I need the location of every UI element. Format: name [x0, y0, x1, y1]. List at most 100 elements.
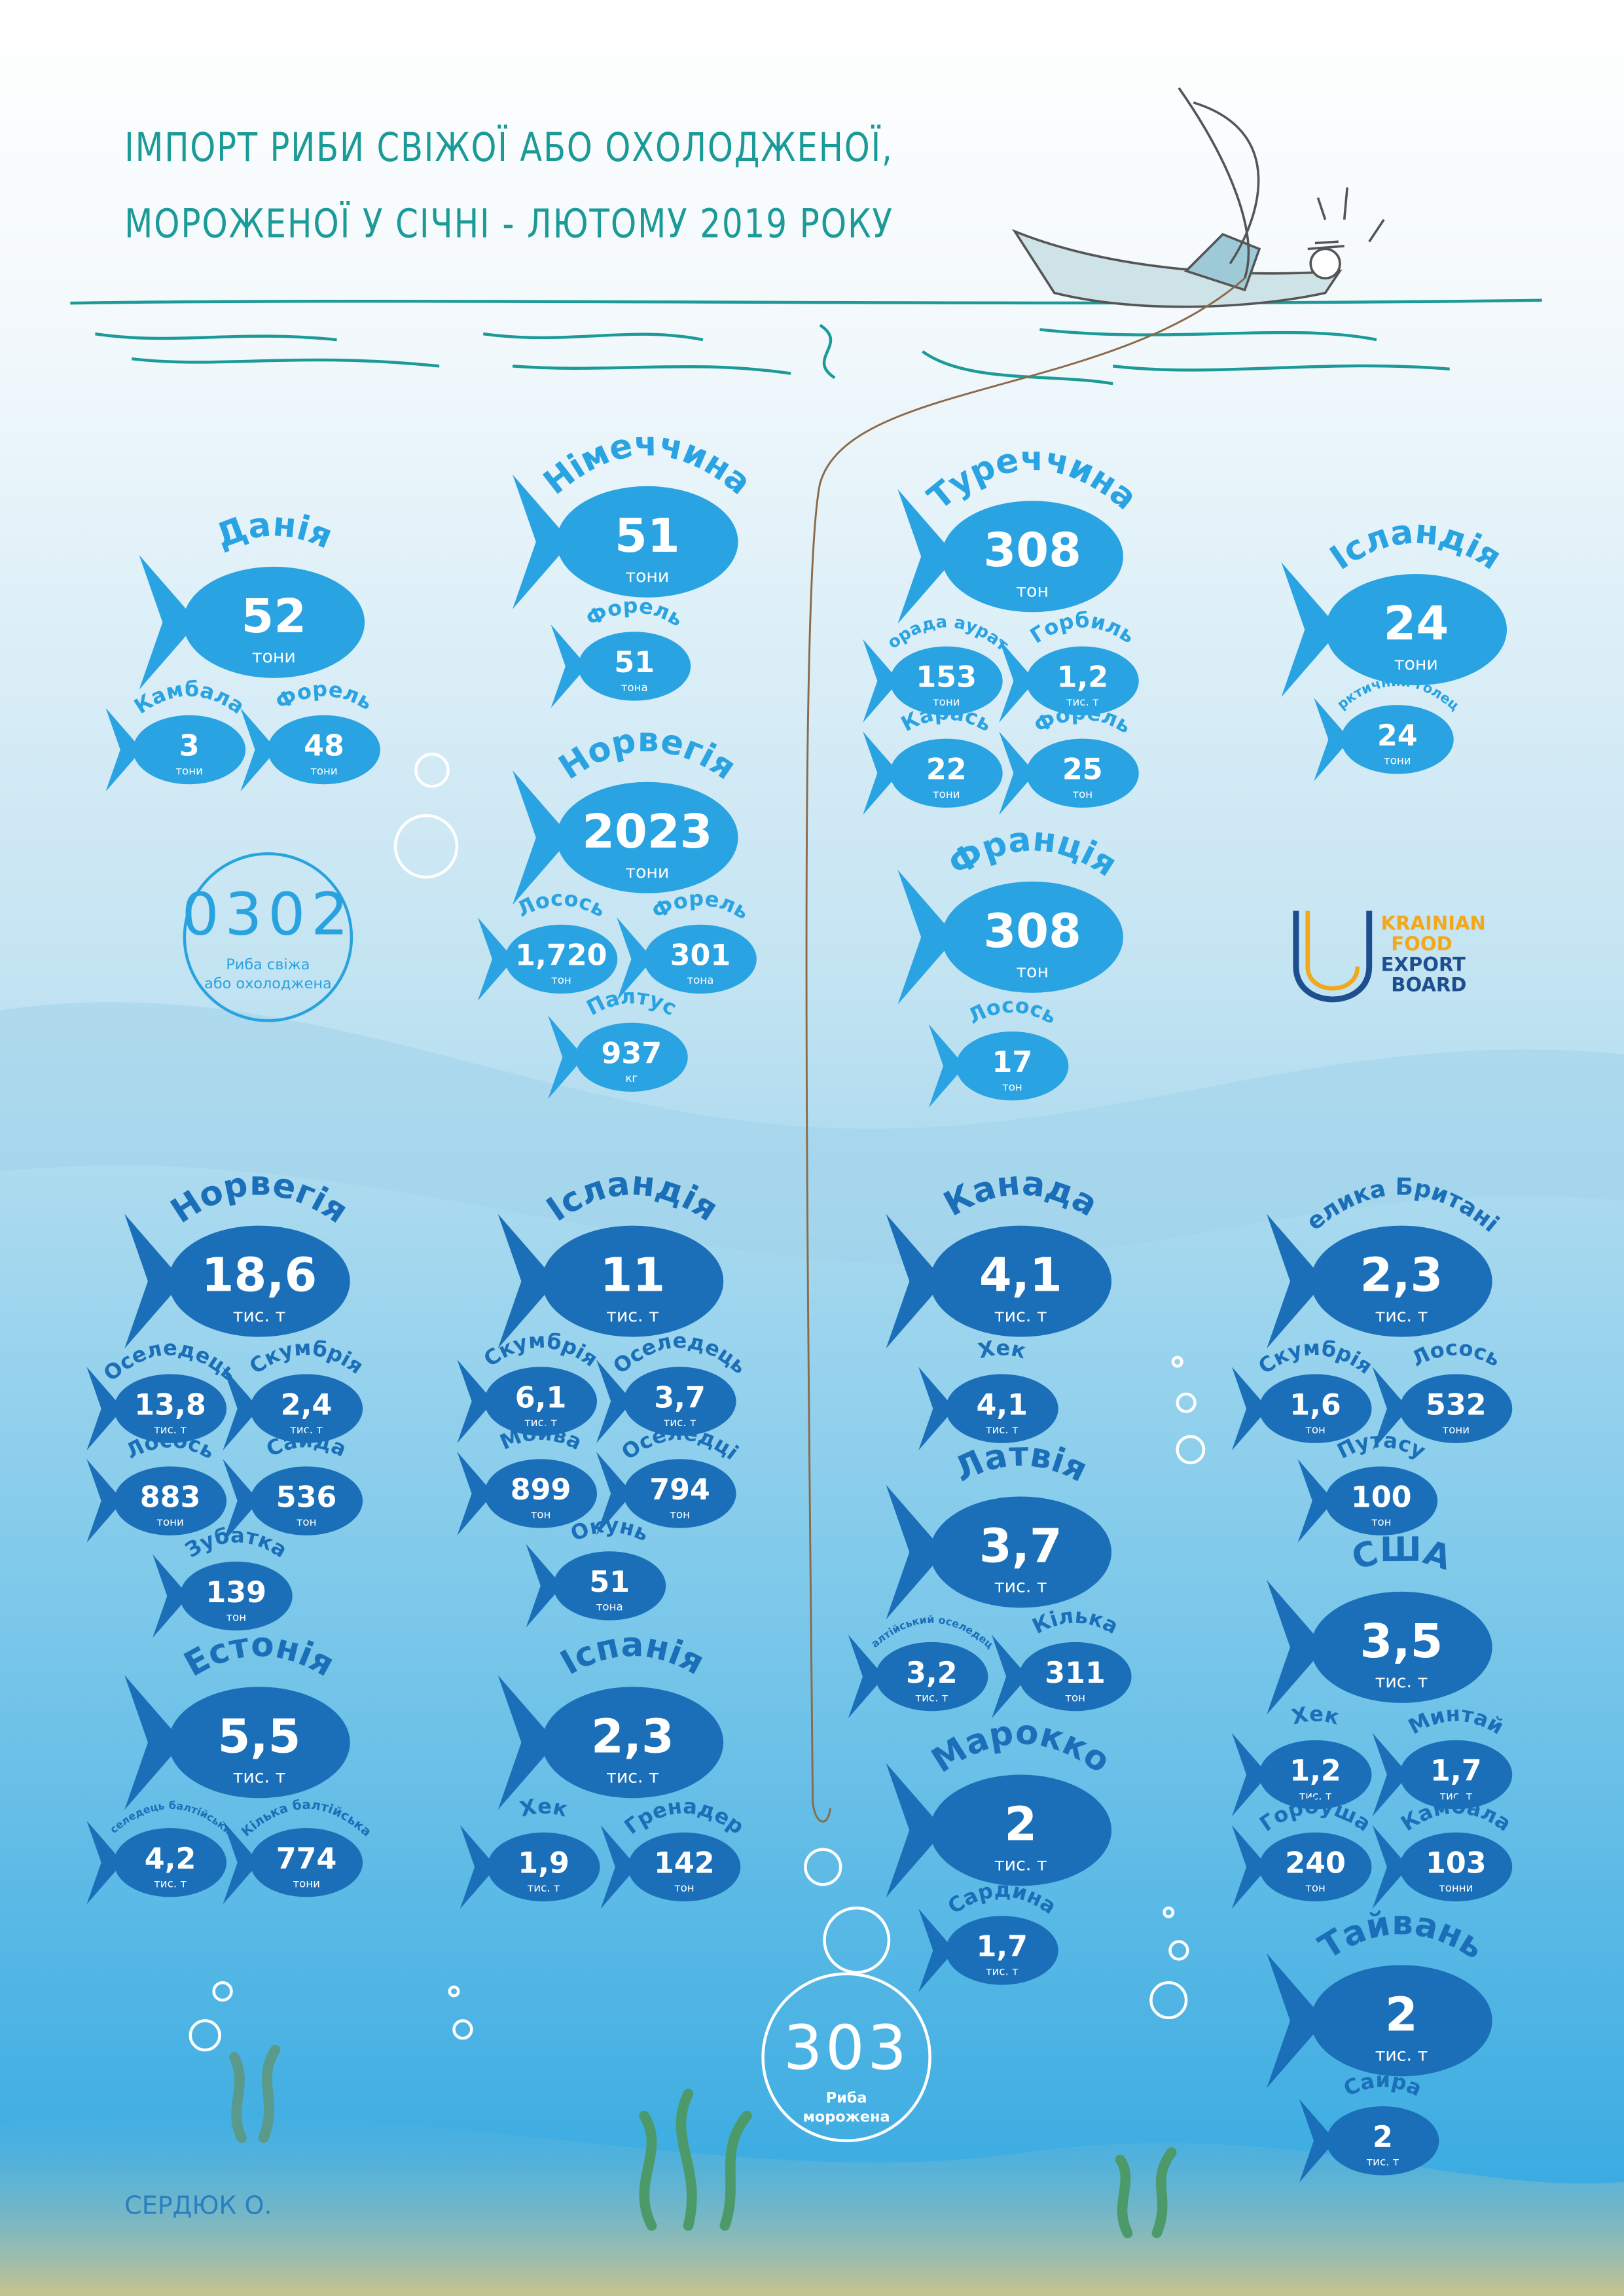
fish-value: 51 [615, 509, 680, 563]
fish-value: 301 [670, 939, 731, 973]
fish-unit: тон [1371, 1516, 1392, 1528]
fish-unit: тис. т [233, 1306, 286, 1326]
title: МОРОЖЕНОЇ У СІЧНІ - ЛЮТОМУ 2019 РОКУ [124, 200, 893, 247]
fish-body [179, 1561, 293, 1631]
fish-value: 899 [511, 1473, 571, 1507]
fish-body [250, 1828, 363, 1897]
fish-unit: тони [625, 862, 669, 882]
fish-value: 2,3 [591, 1709, 674, 1763]
fish-body [941, 881, 1123, 993]
fish-value: 536 [276, 1480, 337, 1514]
fish-unit: тис. т [664, 1416, 696, 1429]
fish-body [956, 1031, 1069, 1101]
fish-tail [886, 1763, 945, 1898]
fish-unit: тис. т [528, 1882, 560, 1894]
fish-unit: тис. т [1366, 2156, 1399, 2168]
fish-tail [139, 554, 198, 690]
fish-unit: тон [1305, 1882, 1326, 1894]
fish-body [945, 1374, 1058, 1443]
section-stamp: 303 Риба морожена [761, 1972, 931, 2143]
fish-tail [124, 1675, 183, 1810]
fish-tail [457, 1452, 494, 1535]
fish-name-text: Хек [1290, 1702, 1343, 1730]
stamp-circle [761, 1972, 931, 2143]
section-label: морожена [803, 2109, 890, 2126]
fish-tail [1297, 1459, 1335, 1543]
fish-value: 51 [614, 646, 655, 679]
fish-unit: тис. т [986, 1424, 1019, 1436]
fish-tail [1231, 1367, 1269, 1451]
fish-tail [1231, 1732, 1269, 1817]
fish-unit: тис. т [1066, 696, 1099, 708]
fish-body [929, 1496, 1111, 1608]
section-code: 0302 [182, 880, 355, 948]
fish-value: 4,2 [145, 1842, 196, 1876]
fish-tail [897, 869, 956, 1005]
fish-unit: тон [1016, 961, 1049, 982]
logo-mark [1293, 910, 1373, 1003]
fish-body [168, 1687, 350, 1799]
fish-value: 4,1 [976, 1388, 1028, 1422]
logo-mark [1305, 910, 1360, 991]
seaweed [229, 2045, 1177, 2238]
fish-layer: Данія52тониКамбала3тониФорель48тониНімеч… [86, 425, 1516, 2183]
fish-tail [1231, 1825, 1269, 1909]
fish-unit: тони [252, 647, 296, 667]
fish-tail [600, 1825, 638, 1909]
fish-tail [86, 1367, 123, 1451]
fish-value: 1,9 [518, 1847, 569, 1880]
fish-tail [548, 1015, 585, 1100]
fish-unit: тис. т [994, 1306, 1047, 1326]
fish-value: 240 [1285, 1847, 1346, 1880]
fish-tail [550, 624, 588, 708]
fish-name: Хек [1290, 1702, 1343, 1730]
fish-value: 11 [600, 1248, 666, 1302]
fish-body [505, 924, 618, 994]
fish-body [114, 1466, 227, 1535]
fish-tail [513, 474, 571, 609]
fish-tail [596, 1452, 633, 1535]
fish-tail [1372, 1825, 1409, 1909]
fish-value: 1,2 [1290, 1755, 1341, 1788]
title: ІМПОРТ РИБИ СВІЖОЇ АБО ОХОЛОДЖЕНОЇ, [124, 124, 893, 171]
fish-tail [105, 708, 143, 792]
fish-tail [223, 1459, 259, 1543]
fish-body [628, 1832, 741, 1902]
fish-unit: тон [670, 1509, 690, 1521]
fish-unit: тис. т [1375, 1672, 1428, 1692]
fish-value: 13,8 [134, 1388, 206, 1422]
fish-unit: тони [625, 566, 669, 586]
logo-text: FOOD [1391, 933, 1452, 955]
fish-tail [240, 708, 277, 792]
fish-body [553, 1551, 666, 1621]
fish-tail [477, 917, 514, 1001]
fish-value: 153 [916, 661, 977, 694]
logo: KRAINIAN FOOD EXPORT BOARD [1293, 910, 1486, 1003]
fish-body [133, 715, 246, 785]
fish-name: Хек [976, 1335, 1029, 1363]
fish-tail [886, 1484, 945, 1620]
fish-unit: тис. т [994, 1577, 1047, 1597]
fish-value: 18,6 [202, 1248, 317, 1302]
fish-body [487, 1832, 600, 1902]
fish-body [1026, 646, 1139, 716]
fish-unit: тони [1394, 654, 1438, 674]
fish-body [1341, 705, 1454, 774]
fish-unit: тис. т [1375, 2045, 1428, 2066]
fish-body [1259, 1832, 1372, 1902]
fish-tail [617, 917, 653, 1001]
fish-tail [497, 1675, 557, 1810]
fish-unit: тони [933, 696, 960, 708]
fish-value: 1,720 [515, 939, 607, 973]
fish-unit: тон [674, 1882, 695, 1894]
fish-body [114, 1828, 227, 1897]
fish-body [643, 924, 757, 994]
